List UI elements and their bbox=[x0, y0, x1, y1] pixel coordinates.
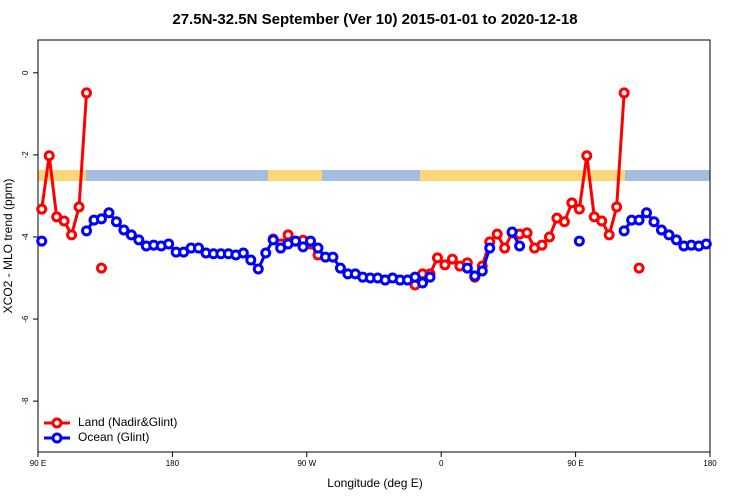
series-line bbox=[413, 92, 626, 286]
y-tick-label: -2 bbox=[21, 151, 30, 159]
chart-title: 27.5N-32.5N September (Ver 10) 2015-01-0… bbox=[172, 11, 577, 28]
data-point bbox=[491, 228, 503, 240]
data-point bbox=[36, 235, 48, 247]
data-point bbox=[670, 234, 682, 246]
x-tick-label: 180 bbox=[166, 459, 180, 468]
series-line bbox=[40, 92, 89, 239]
land-strip bbox=[38, 170, 86, 181]
data-point bbox=[641, 207, 653, 219]
x-axis-label: Longitude (deg E) bbox=[327, 476, 422, 490]
data-point bbox=[476, 265, 488, 277]
legend-label: Ocean (Glint) bbox=[78, 430, 149, 444]
data-point bbox=[484, 242, 496, 254]
x-tick-label: 0 bbox=[439, 459, 444, 468]
data-point bbox=[633, 214, 645, 226]
data-point bbox=[334, 262, 346, 274]
data-point bbox=[446, 253, 458, 265]
data-point bbox=[237, 247, 249, 259]
data-point bbox=[66, 229, 78, 241]
legend: Land (Nadir&Glint)Ocean (Glint) bbox=[44, 415, 177, 444]
data-point bbox=[297, 241, 309, 253]
land-strip bbox=[268, 170, 322, 181]
x-tick-label: 90 E bbox=[30, 459, 46, 468]
data-point bbox=[36, 203, 48, 215]
data-point bbox=[506, 226, 518, 238]
data-point bbox=[461, 262, 473, 274]
map-strip bbox=[38, 170, 710, 181]
data-point bbox=[282, 229, 294, 241]
data-point bbox=[58, 215, 70, 227]
y-tick-label: -8 bbox=[21, 397, 30, 405]
data-point bbox=[536, 239, 548, 251]
data-point bbox=[163, 238, 175, 250]
data-point bbox=[118, 224, 130, 236]
legend-marker bbox=[51, 417, 63, 429]
data-point bbox=[648, 216, 660, 228]
data-point bbox=[95, 262, 107, 274]
data-point bbox=[193, 242, 205, 254]
data-point bbox=[110, 216, 122, 228]
data-point bbox=[260, 247, 272, 259]
data-point bbox=[81, 87, 93, 99]
data-point bbox=[469, 270, 481, 282]
data-point bbox=[417, 277, 429, 289]
data-point bbox=[73, 201, 85, 213]
x-tick-label: 90 E bbox=[567, 459, 583, 468]
data-point bbox=[252, 263, 264, 275]
data-point bbox=[424, 271, 436, 283]
x-tick-label: 90 W bbox=[297, 459, 316, 468]
data-point bbox=[290, 235, 302, 247]
data-point bbox=[566, 197, 578, 209]
data-point bbox=[558, 216, 570, 228]
data-point bbox=[439, 259, 451, 271]
data-point bbox=[103, 207, 115, 219]
data-point bbox=[543, 231, 555, 243]
data-point bbox=[267, 234, 279, 246]
y-tick-label: -4 bbox=[21, 233, 30, 241]
data-point bbox=[655, 224, 667, 236]
legend-marker bbox=[51, 432, 63, 444]
y-tick-label: -6 bbox=[21, 315, 30, 323]
legend-label: Land (Nadir&Glint) bbox=[78, 415, 177, 429]
data-point bbox=[409, 271, 421, 283]
data-point bbox=[521, 227, 533, 239]
data-point bbox=[312, 242, 324, 254]
data-point bbox=[95, 213, 107, 225]
data-point bbox=[133, 234, 145, 246]
x-tick-label: 180 bbox=[703, 459, 717, 468]
plot-frame bbox=[37, 39, 711, 453]
data-point bbox=[633, 262, 645, 274]
data-point bbox=[327, 251, 339, 263]
data-point bbox=[125, 229, 137, 241]
data-point bbox=[43, 150, 55, 162]
data-point bbox=[573, 235, 585, 247]
data-point bbox=[581, 150, 593, 162]
data-point bbox=[573, 203, 585, 215]
y-tick-label: 0 bbox=[21, 70, 30, 75]
data-point bbox=[618, 225, 630, 237]
data-point bbox=[611, 201, 623, 213]
data-point bbox=[81, 225, 93, 237]
data-point bbox=[603, 229, 615, 241]
data-point bbox=[596, 215, 608, 227]
data-point bbox=[245, 254, 257, 266]
data-point bbox=[431, 252, 443, 264]
data-point bbox=[663, 229, 675, 241]
ocean-strip bbox=[38, 170, 710, 181]
data-point bbox=[700, 238, 712, 250]
data-point bbox=[514, 240, 526, 252]
y-axis-label: XCO2 - MLO trend (ppm) bbox=[1, 179, 15, 314]
data-point bbox=[618, 87, 630, 99]
land-strip bbox=[420, 170, 625, 181]
data-point bbox=[499, 242, 511, 254]
data-point bbox=[305, 235, 317, 247]
